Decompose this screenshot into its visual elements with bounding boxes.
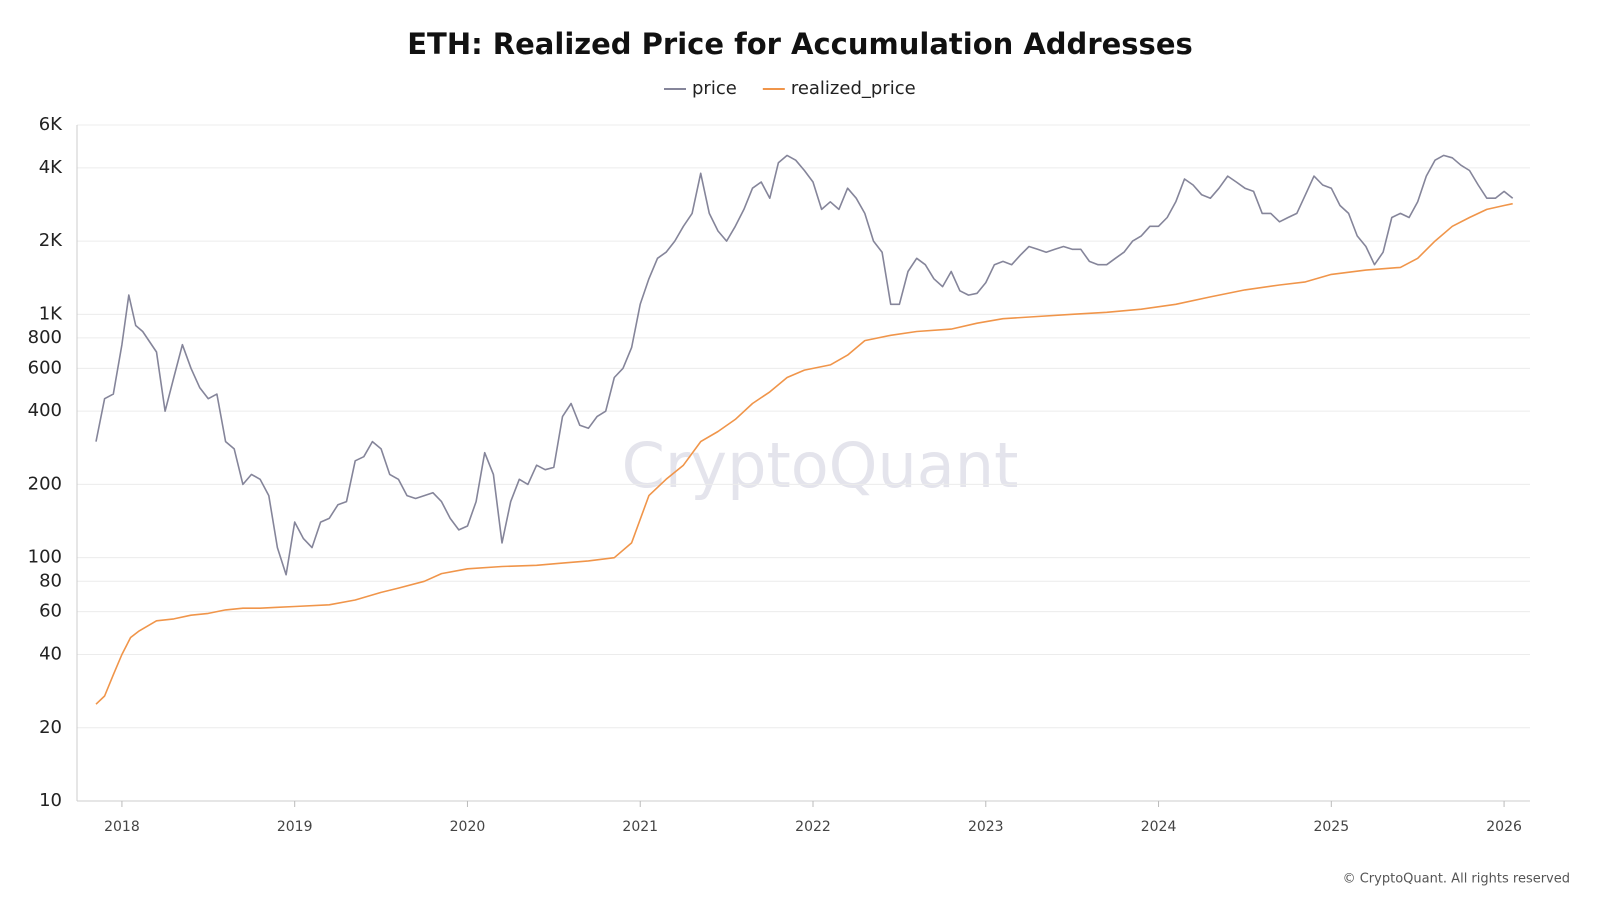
y-tick-label: 800 bbox=[28, 327, 62, 348]
y-tick-label: 400 bbox=[28, 400, 62, 421]
x-tick-label: 2021 bbox=[622, 819, 658, 835]
footer: © CryptoQuant. All rights reserved bbox=[1343, 872, 1570, 887]
x-tick-label: 2020 bbox=[450, 819, 486, 835]
x-tick-label: 2025 bbox=[1313, 819, 1349, 835]
y-tick-label: 60 bbox=[39, 601, 62, 622]
y-tick-label: 1K bbox=[39, 303, 63, 324]
series-line bbox=[95, 154, 1514, 576]
y-tick-label: 40 bbox=[39, 644, 62, 665]
watermark: CryptoQuant bbox=[622, 429, 1019, 502]
x-tick-label: 2026 bbox=[1486, 819, 1522, 835]
y-tick-label: 600 bbox=[28, 357, 62, 378]
x-tick-label: 2024 bbox=[1141, 819, 1177, 835]
y-tick-label: 100 bbox=[28, 547, 62, 568]
legend-label: realized_price bbox=[791, 78, 916, 99]
y-tick-label: 80 bbox=[39, 570, 62, 591]
x-tick-label: 2018 bbox=[104, 819, 140, 835]
legend: price realized_price bbox=[664, 78, 916, 99]
y-tick-label: 20 bbox=[39, 717, 62, 738]
y-tick-label: 6K bbox=[39, 114, 63, 135]
x-tick-label: 2023 bbox=[968, 819, 1004, 835]
y-tick-label: 10 bbox=[39, 790, 62, 811]
y-tick-label: 2K bbox=[39, 230, 63, 251]
x-tick-label: 2022 bbox=[795, 819, 831, 835]
series-line bbox=[95, 202, 1513, 705]
y-tick-label: 200 bbox=[28, 473, 62, 494]
y-tick-label: 4K bbox=[39, 157, 63, 178]
legend-label: price bbox=[692, 78, 737, 99]
chart-title: ETH: Realized Price for Accumulation Add… bbox=[407, 27, 1193, 61]
x-tick-label: 2019 bbox=[277, 819, 313, 835]
